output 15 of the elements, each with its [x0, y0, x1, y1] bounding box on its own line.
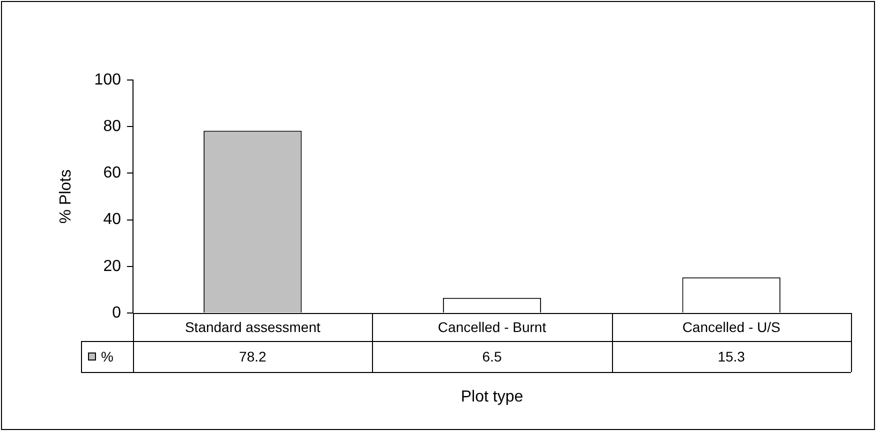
y-tick-label: 20 — [103, 258, 122, 275]
legend-label: % — [101, 348, 114, 364]
y-tick-label: 40 — [103, 211, 122, 228]
data-label: 15.3 — [718, 348, 746, 364]
data-label: 6.5 — [482, 348, 502, 364]
y-tick-label: 100 — [94, 71, 122, 88]
x-axis-title: Plot type — [460, 388, 524, 406]
y-axis-title: % Plots — [57, 169, 74, 224]
x-tick-label: Cancelled - U/S — [682, 318, 780, 335]
data-label: 78.2 — [239, 348, 267, 364]
y-tick-label: 0 — [112, 304, 122, 322]
y-tick-label: 80 — [103, 118, 122, 136]
x-tick-label: Standard assessment — [184, 318, 320, 335]
y-tick-label: 60 — [103, 164, 122, 182]
x-tick-label: Cancelled - Burnt — [438, 318, 546, 335]
